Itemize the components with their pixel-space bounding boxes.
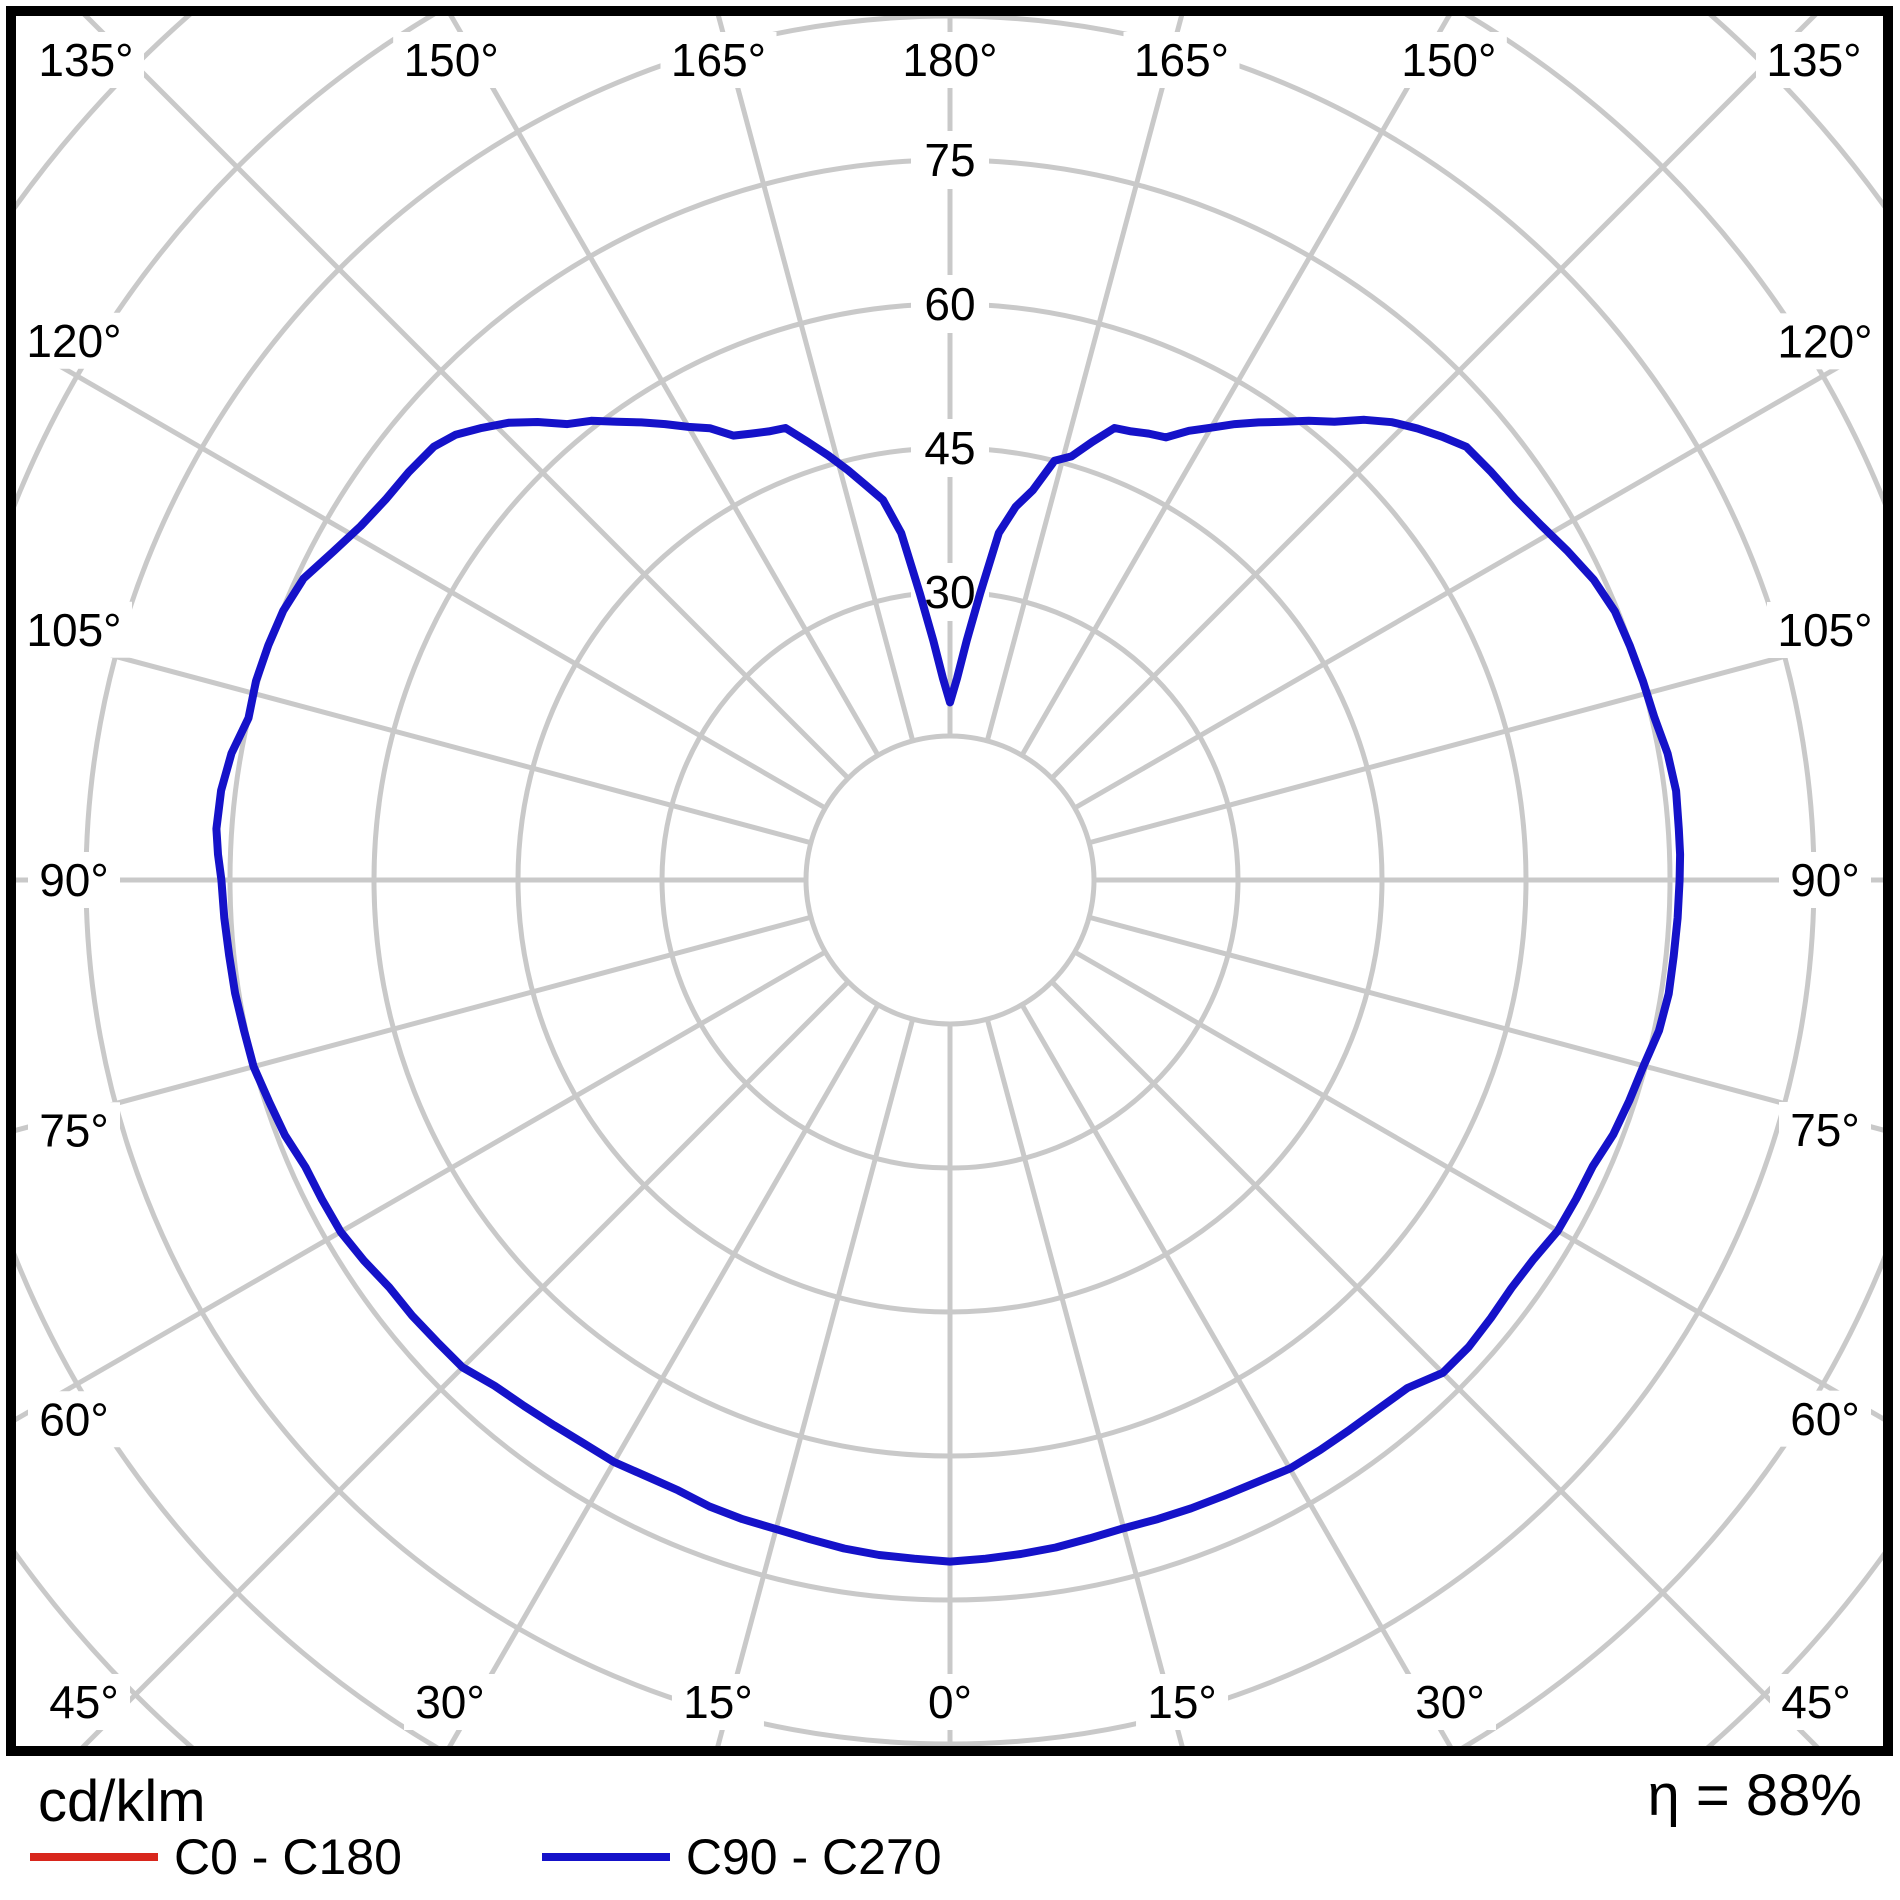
polar-grid-radial — [80, 980, 850, 1746]
label-plate — [28, 852, 120, 908]
polar-grid-radial — [82, 16, 850, 780]
efficiency-value: η = 88% — [1647, 1763, 1862, 1828]
label-plate — [1123, 32, 1240, 88]
angle-label: 45° — [49, 1676, 119, 1728]
label-plate — [16, 312, 132, 369]
legend-label-c0-c180: C0 - C180 — [174, 1829, 402, 1885]
polar-grid-radial — [1019, 16, 1452, 757]
c0-c180-swatch-line — [30, 1853, 158, 1861]
label-plate — [28, 32, 144, 88]
polar-grid-radial — [16, 627, 812, 846]
angle-label: 165° — [671, 34, 766, 86]
c90-c270-curve — [212, 415, 1685, 1566]
angle-label: 120° — [1777, 315, 1872, 367]
angle-label: 135° — [38, 34, 133, 86]
angle-label: 15° — [1147, 1676, 1217, 1728]
c90-c270-swatch-line — [541, 1853, 670, 1861]
polar-grid-radial — [1088, 627, 1883, 846]
angle-label: 150° — [1401, 34, 1496, 86]
label-plate — [28, 1391, 120, 1448]
ring-tick-label: 30 — [924, 566, 975, 618]
polar-grid-radial — [1073, 949, 1883, 1422]
angle-label: 120° — [26, 315, 121, 367]
label-plate — [1756, 32, 1872, 88]
polar-grid-radial — [1019, 1003, 1453, 1746]
polar-grid-radial — [715, 1018, 916, 1746]
label-plate — [911, 275, 989, 333]
angle-label: 105° — [1777, 604, 1872, 656]
angle-label: 90° — [39, 854, 109, 906]
label-plate — [892, 32, 1008, 88]
label-plate — [404, 1674, 497, 1730]
angle-label: 60° — [39, 1393, 109, 1445]
angle-label: 90° — [1790, 854, 1860, 906]
polar-grid-radial — [16, 914, 812, 1133]
label-plate — [671, 1674, 764, 1730]
angle-label: 0° — [928, 1676, 972, 1728]
polar-labels: 30 45 60 75 180° 165° 165° 150° 150° 135° 135° 120°… — [26, 34, 1872, 1728]
angle-label: 75° — [39, 1104, 109, 1156]
label-plate — [38, 1674, 130, 1730]
label-plate — [911, 419, 989, 477]
ring-tick-label: 60 — [924, 278, 975, 330]
label-plate — [28, 1102, 120, 1159]
polar-grid-radial — [984, 1018, 1185, 1746]
ring-tick-label: 45 — [924, 422, 975, 474]
label-plate — [1779, 1390, 1871, 1447]
curves — [212, 415, 1685, 1566]
label-plate — [393, 32, 510, 88]
legend: C0 - C180 C90 - C270 — [30, 1828, 942, 1886]
unit-label: cd/klm — [38, 1769, 206, 1834]
label-plate — [1767, 313, 1883, 370]
chart-border — [6, 6, 1893, 1756]
angle-label: 165° — [1134, 34, 1229, 86]
polar-grid-radial — [1073, 338, 1883, 811]
angle-label: 135° — [1766, 34, 1861, 86]
angle-label: 150° — [404, 34, 499, 86]
ring-tick-label: 75 — [924, 134, 975, 186]
polar-grid-radial — [715, 16, 916, 742]
legend-label-c90-c270: C90 - C270 — [685, 1829, 942, 1885]
angle-label: 60° — [1790, 1393, 1860, 1445]
label-plate — [916, 1674, 984, 1730]
polar-grid-radial — [1088, 914, 1883, 1133]
label-plate — [660, 32, 777, 88]
label-plate — [1390, 32, 1507, 88]
angle-label: 45° — [1781, 1676, 1851, 1728]
label-plate — [16, 601, 132, 658]
label-plate — [1779, 852, 1871, 908]
polar-grid-radial — [447, 1003, 881, 1746]
label-plate — [1136, 1674, 1229, 1730]
label-plate — [1770, 1674, 1862, 1730]
label-plate — [1779, 1101, 1871, 1158]
angle-label: 15° — [683, 1676, 753, 1728]
legend-item-c0-c180: C0 - C180 — [30, 1828, 402, 1886]
label-plate — [1403, 1674, 1496, 1730]
angle-label: 75° — [1790, 1104, 1860, 1156]
label-plate — [911, 131, 989, 189]
polar-grid-radial — [1050, 980, 1820, 1746]
polar-grid-radial — [1050, 16, 1818, 780]
polar-grid-radial — [16, 337, 827, 811]
angle-label: 30° — [1415, 1676, 1485, 1728]
polar-grid-radial — [984, 16, 1185, 742]
angle-label: 180° — [902, 34, 997, 86]
angle-label: 30° — [415, 1676, 485, 1728]
polar-grid-radial — [16, 949, 827, 1423]
legend-item-c90-c270: C90 - C270 — [541, 1828, 942, 1886]
label-plate — [1767, 602, 1883, 659]
polar-grid-ring — [803, 733, 1097, 1027]
polar-grid-radial — [448, 16, 881, 757]
angle-label: 105° — [26, 604, 121, 656]
